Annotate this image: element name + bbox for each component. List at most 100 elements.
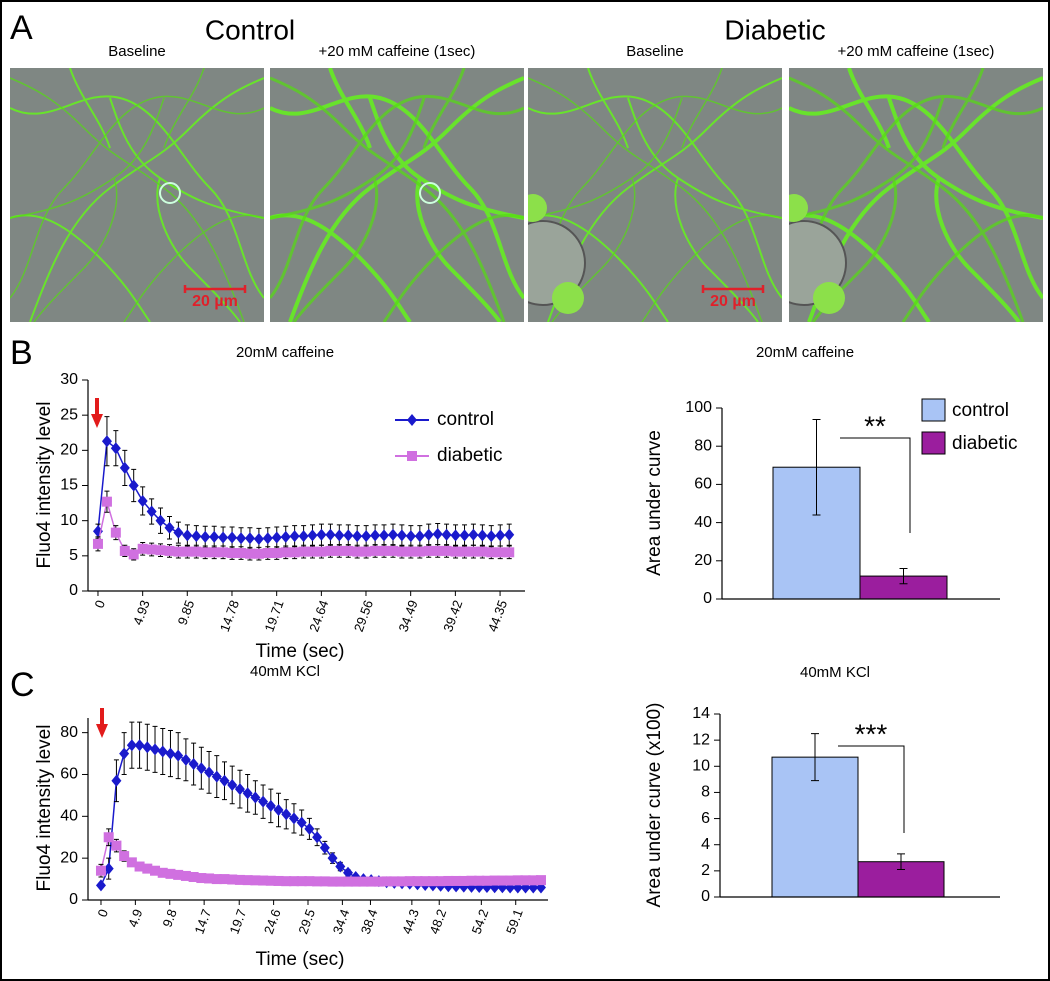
marker bbox=[110, 527, 121, 538]
marker bbox=[468, 546, 479, 557]
marker bbox=[209, 530, 220, 543]
marker bbox=[497, 875, 508, 886]
marker bbox=[352, 530, 363, 543]
marker bbox=[335, 860, 346, 873]
marker bbox=[334, 545, 345, 556]
marker bbox=[495, 547, 506, 558]
legend-label: control bbox=[952, 400, 1009, 421]
marker bbox=[280, 530, 291, 543]
marker bbox=[164, 545, 175, 556]
scale-bar bbox=[701, 285, 765, 293]
marker bbox=[180, 753, 191, 766]
marker bbox=[423, 545, 434, 556]
marker bbox=[423, 528, 434, 541]
cell-body bbox=[813, 282, 845, 314]
marker bbox=[289, 530, 300, 543]
y-tick-label: 40 bbox=[60, 808, 78, 825]
marker bbox=[164, 521, 175, 534]
marker bbox=[191, 530, 202, 543]
stimulus-arrowhead bbox=[91, 414, 103, 428]
y-tick-label: 60 bbox=[60, 766, 78, 783]
marker bbox=[101, 435, 112, 448]
panel-label: B bbox=[10, 334, 33, 372]
marker bbox=[188, 871, 199, 882]
scale-bar bbox=[183, 285, 247, 293]
marker bbox=[173, 546, 184, 557]
marker bbox=[477, 546, 488, 557]
marker bbox=[432, 545, 443, 556]
marker bbox=[477, 529, 488, 542]
marker bbox=[134, 739, 145, 752]
marker bbox=[316, 546, 327, 557]
micrograph bbox=[270, 68, 524, 322]
marker bbox=[265, 875, 276, 886]
error-bar bbox=[811, 733, 819, 782]
panel-label: C bbox=[10, 666, 35, 704]
marker bbox=[165, 868, 176, 879]
marker bbox=[234, 874, 245, 885]
marker bbox=[250, 791, 261, 804]
y-axis-label: Fluo4 intensity level bbox=[34, 402, 55, 569]
y-tick-label: 0 bbox=[69, 582, 78, 599]
marker bbox=[327, 876, 338, 887]
marker bbox=[396, 546, 407, 557]
marker bbox=[412, 876, 423, 887]
marker bbox=[379, 529, 390, 542]
cell-body bbox=[159, 182, 181, 204]
marker bbox=[443, 875, 454, 886]
marker bbox=[146, 505, 157, 518]
marker bbox=[157, 745, 168, 758]
error-bar bbox=[899, 567, 908, 585]
y-tick-label: 0 bbox=[701, 888, 710, 905]
marker bbox=[271, 531, 282, 544]
marker bbox=[481, 875, 492, 886]
marker bbox=[196, 873, 207, 884]
marker bbox=[325, 545, 336, 556]
marker bbox=[304, 822, 315, 835]
marker bbox=[191, 546, 202, 557]
y-tick-label: 8 bbox=[701, 784, 710, 801]
marker bbox=[244, 548, 255, 559]
bar bbox=[772, 466, 861, 600]
marker bbox=[504, 547, 515, 558]
marker bbox=[119, 545, 130, 556]
image-caption: Baseline bbox=[108, 43, 166, 60]
image-row bbox=[10, 68, 1043, 322]
y-tick-label: 100 bbox=[685, 399, 712, 416]
cell-body bbox=[419, 182, 441, 204]
marker bbox=[366, 876, 377, 887]
marker bbox=[157, 867, 168, 878]
marker bbox=[319, 876, 330, 887]
x-tick-label: 4.9 bbox=[125, 907, 145, 929]
marker bbox=[150, 865, 161, 876]
marker bbox=[281, 808, 292, 821]
marker bbox=[486, 530, 497, 543]
x-tick-label: 0 bbox=[94, 907, 111, 919]
y-tick-label: 4 bbox=[701, 836, 710, 853]
marker bbox=[373, 876, 384, 887]
micrograph bbox=[789, 68, 1043, 322]
y-tick-label: 15 bbox=[60, 477, 78, 494]
marker bbox=[289, 547, 300, 558]
marker bbox=[280, 547, 291, 558]
marker bbox=[134, 861, 145, 872]
marker bbox=[296, 816, 307, 829]
significance-bracket bbox=[838, 745, 905, 833]
marker bbox=[204, 873, 215, 884]
marker bbox=[435, 876, 446, 887]
marker bbox=[334, 529, 345, 542]
marker bbox=[196, 762, 207, 775]
marker bbox=[253, 548, 264, 559]
marker bbox=[420, 876, 431, 887]
micrograph bbox=[528, 68, 782, 322]
marker bbox=[200, 547, 211, 558]
y-tick-label: 2 bbox=[701, 862, 710, 879]
marker bbox=[379, 545, 390, 556]
y-tick-label: 12 bbox=[692, 731, 710, 748]
legend-label: diabetic bbox=[952, 433, 1018, 454]
marker bbox=[312, 876, 323, 887]
marker bbox=[244, 532, 255, 545]
marker bbox=[343, 866, 353, 879]
marker bbox=[432, 528, 443, 541]
marker bbox=[209, 547, 220, 558]
